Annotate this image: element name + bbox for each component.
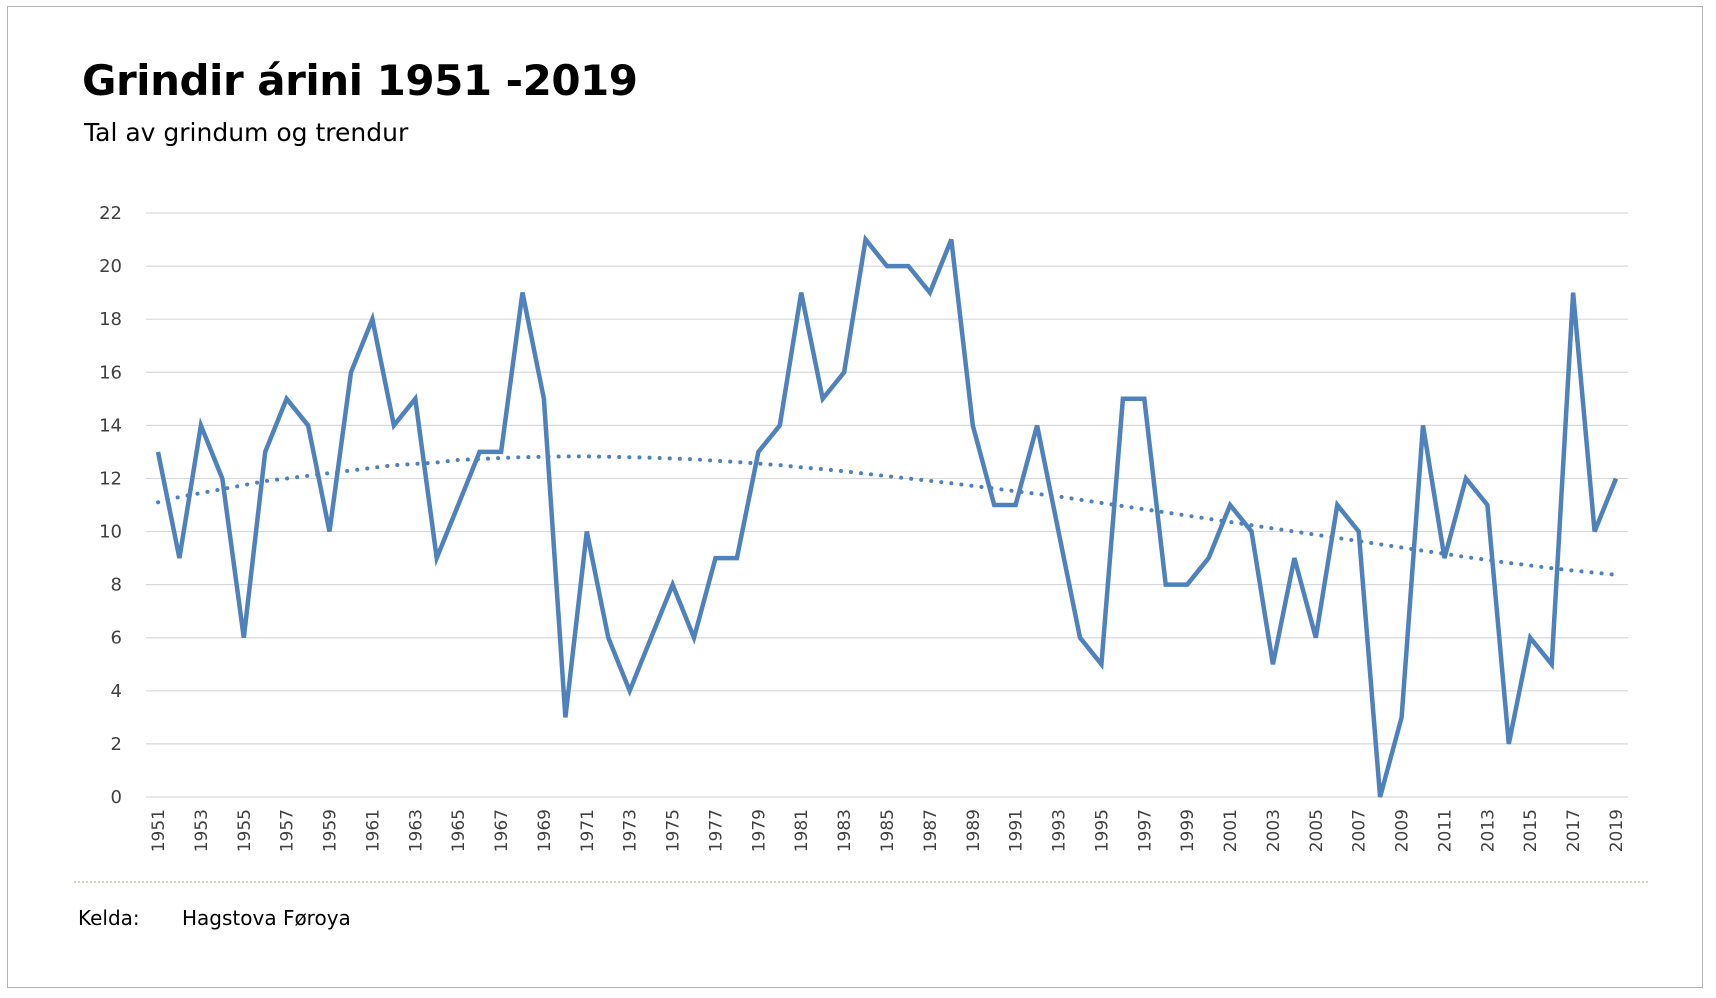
x-tick-label: 2017 [1564, 809, 1584, 852]
x-tick-label: 1983 [835, 809, 855, 852]
x-tick-label: 1993 [1050, 809, 1070, 852]
y-tick-label: 10 [99, 522, 122, 543]
x-tick-label: 1957 [278, 809, 298, 852]
source-label: Kelda: [78, 906, 140, 930]
x-tick-label: 1989 [964, 809, 984, 852]
x-tick-label: 1999 [1178, 809, 1198, 852]
x-tick-label: 1961 [363, 809, 383, 852]
y-tick-label: 8 [111, 575, 122, 596]
x-tick-label: 1977 [706, 809, 726, 852]
x-tick-label: 1991 [1007, 809, 1027, 852]
x-tick-label: 2001 [1221, 809, 1241, 852]
y-tick-label: 22 [99, 203, 122, 224]
x-tick-label: 1979 [749, 809, 769, 852]
source-value: Hagstova Føroya [182, 906, 351, 930]
x-tick-label: 1975 [664, 809, 684, 852]
chart-title: Grindir árini 1951 -2019 [82, 56, 638, 105]
x-tick-label: 1953 [192, 809, 212, 852]
x-tick-label: 2015 [1521, 809, 1541, 852]
x-tick-label: 2005 [1307, 809, 1327, 852]
x-tick-label: 2007 [1350, 809, 1370, 852]
x-tick-label: 1973 [621, 809, 641, 852]
x-axis-ticks: 1951 1953 1955 1957 1959 1961 1963 1965 1967 1969… [149, 809, 1627, 852]
x-tick-label: 1971 [578, 809, 598, 852]
x-tick-label: 1951 [149, 809, 169, 852]
y-tick-label: 0 [111, 787, 122, 808]
x-tick-label: 1969 [535, 809, 555, 852]
x-tick-label: 2009 [1393, 809, 1413, 852]
x-tick-label: 2011 [1435, 809, 1455, 852]
x-tick-label: 1981 [792, 809, 812, 852]
x-tick-label: 1959 [321, 809, 341, 852]
y-tick-label: 2 [111, 734, 122, 755]
gridlines [146, 212, 1628, 798]
y-axis-ticks: 0 2 4 6 8 10 12 14 16 18 20 22 [99, 203, 122, 808]
x-tick-label: 1965 [449, 809, 469, 852]
x-tick-label: 1987 [921, 809, 941, 852]
y-tick-label: 4 [111, 681, 122, 702]
chart-frame [7, 6, 1703, 988]
x-tick-label: 1997 [1135, 809, 1155, 852]
x-tick-label: 1995 [1092, 809, 1112, 852]
y-tick-label: 6 [111, 628, 122, 649]
x-tick-label: 1963 [406, 809, 426, 852]
y-tick-label: 20 [99, 256, 122, 277]
x-tick-label: 1985 [878, 809, 898, 852]
y-tick-label: 14 [99, 415, 122, 436]
y-tick-label: 12 [99, 468, 122, 489]
series-line-main [155, 234, 1619, 798]
series-line-trend [156, 454, 1618, 577]
y-tick-label: 16 [99, 362, 122, 383]
x-tick-label: 2013 [1478, 809, 1498, 852]
y-tick-label: 18 [99, 309, 122, 330]
x-tick-label: 2019 [1607, 809, 1627, 852]
x-tick-label: 2003 [1264, 809, 1284, 852]
x-tick-label: 1955 [235, 809, 255, 852]
x-tick-label: 1967 [492, 809, 512, 852]
chart-subtitle: Tal av grindum og trendur [84, 118, 409, 147]
series [155, 234, 1619, 798]
